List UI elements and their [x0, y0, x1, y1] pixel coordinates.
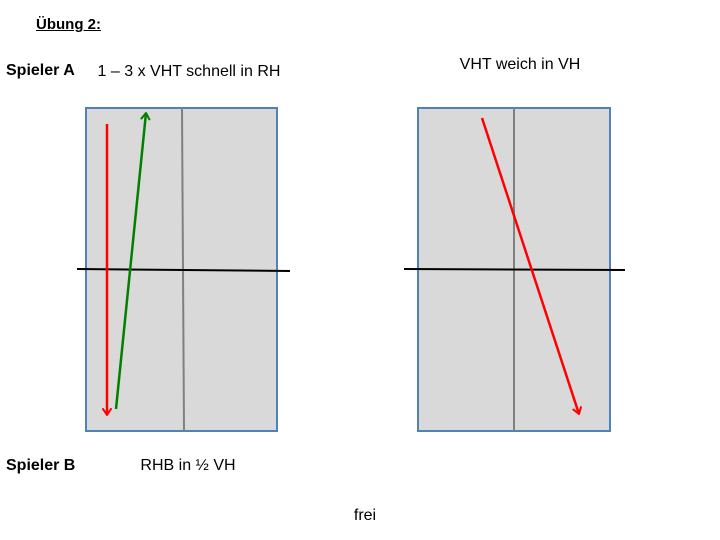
free-caption: frei [353, 507, 377, 524]
right-red-arrow [480, 117, 582, 415]
left-table-caption: 1 – 3 x VHT schnell in RH [97, 63, 281, 80]
left-table [76, 107, 291, 432]
exercise-title: Übung 2: [36, 16, 101, 33]
left-green-arrow [114, 112, 151, 410]
player-a-label: Spieler A [6, 62, 75, 79]
right-table-net [403, 268, 626, 271]
right-table-caption: VHT weich in VH [459, 56, 581, 73]
player-b-label: Spieler B [6, 457, 76, 474]
player-b-caption: RHB in ½ VH [140, 457, 236, 474]
right-table [403, 107, 626, 432]
left-table-net [76, 268, 291, 272]
